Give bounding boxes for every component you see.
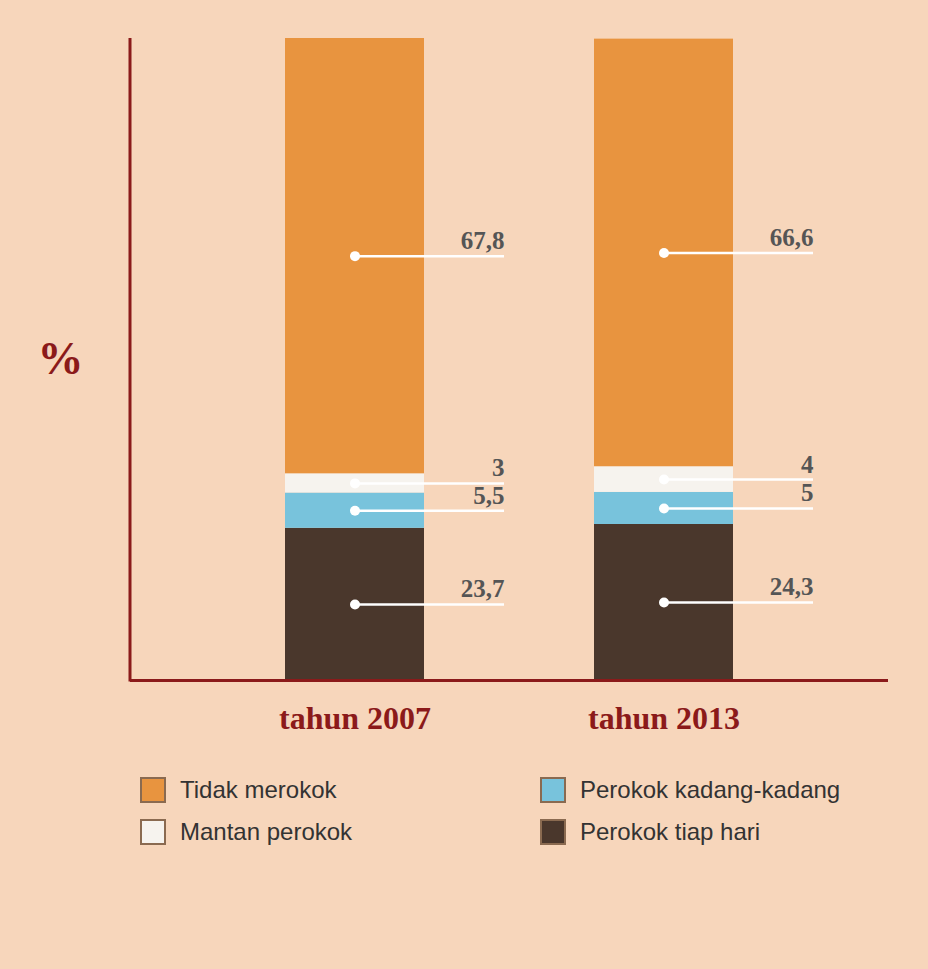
svg-text:5,5: 5,5 xyxy=(473,482,504,509)
svg-text:5: 5 xyxy=(801,479,814,506)
svg-text:4: 4 xyxy=(801,451,814,478)
svg-text:66,6: 66,6 xyxy=(770,224,814,251)
svg-text:23,7: 23,7 xyxy=(461,575,505,602)
html-text:Tidak merokok: Tidak merokok xyxy=(180,776,337,803)
svg-text:%: % xyxy=(38,333,84,384)
svg-text:67,8: 67,8 xyxy=(461,227,505,254)
html-text:Mantan perokok: Mantan perokok xyxy=(180,818,353,845)
svg-text:3: 3 xyxy=(492,454,505,481)
html-text:Perokok tiap hari: Perokok tiap hari xyxy=(580,818,761,845)
svg-text:tahun 2007: tahun 2007 xyxy=(279,700,431,736)
html-text:Perokok kadang-kadang: Perokok kadang-kadang xyxy=(580,776,841,803)
svg-text:24,3: 24,3 xyxy=(770,573,814,600)
svg-text:tahun 2013: tahun 2013 xyxy=(588,700,740,736)
